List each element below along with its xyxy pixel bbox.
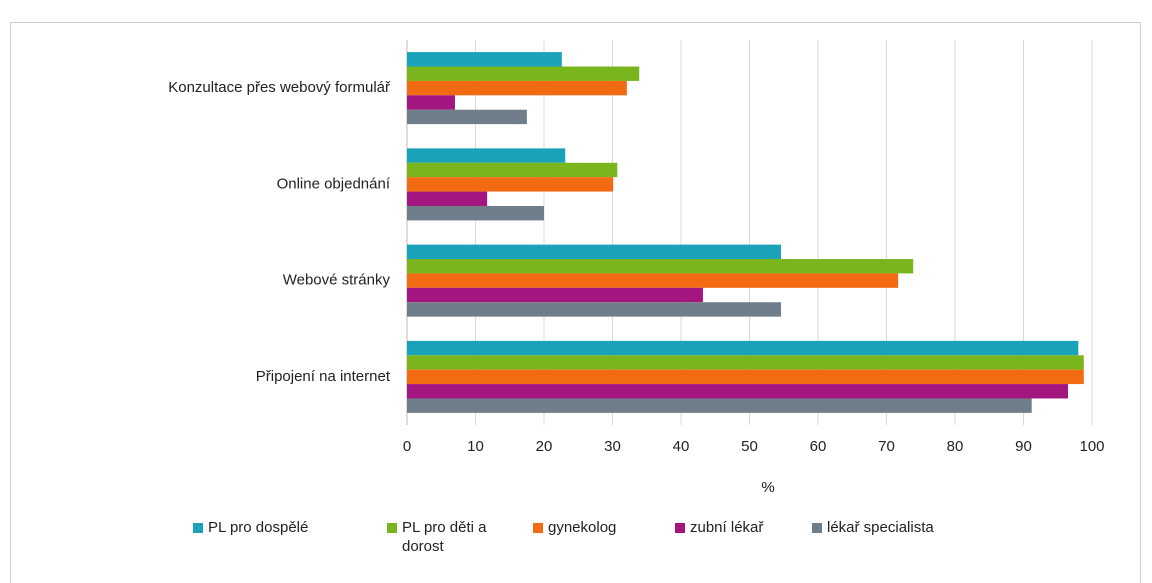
legend-item: lékař specialista bbox=[812, 518, 1012, 537]
legend-label: gynekolog bbox=[548, 519, 617, 536]
x-tick-label: 100 bbox=[1079, 438, 1104, 455]
bar bbox=[407, 109, 527, 125]
x-tick-label: 70 bbox=[878, 438, 895, 455]
bar bbox=[407, 148, 566, 163]
bar bbox=[407, 177, 614, 192]
legend-swatch bbox=[193, 523, 203, 533]
legend-item: gynekolog bbox=[533, 518, 663, 537]
bar bbox=[407, 66, 640, 81]
legend-label: PL pro děti a dorost bbox=[402, 519, 487, 555]
bar bbox=[407, 384, 1069, 399]
legend-item: PL pro dospělé bbox=[193, 518, 363, 537]
bar bbox=[407, 205, 544, 221]
bar bbox=[407, 369, 1084, 385]
x-tick-label: 60 bbox=[810, 438, 827, 455]
x-tick-label: 80 bbox=[947, 438, 964, 455]
bar bbox=[407, 52, 562, 67]
y-tick-label: Online objednání bbox=[277, 175, 391, 192]
x-tick-label: 50 bbox=[741, 438, 758, 455]
bar bbox=[407, 259, 914, 274]
bar bbox=[407, 302, 782, 317]
bar bbox=[407, 398, 1032, 413]
bar bbox=[407, 80, 627, 96]
y-tick-label: Konzultace přes webový formulář bbox=[168, 79, 391, 96]
legend-label: lékař specialista bbox=[827, 519, 934, 536]
bar bbox=[407, 340, 1079, 356]
x-axis-label: % bbox=[761, 479, 774, 496]
bar bbox=[407, 273, 899, 288]
x-tick-label: 90 bbox=[1015, 438, 1032, 455]
bar bbox=[407, 191, 488, 206]
legend: PL pro dospělé PL pro děti a dorost gyneko… bbox=[0, 518, 1152, 578]
bar bbox=[407, 162, 618, 178]
x-tick-label: 30 bbox=[604, 438, 621, 455]
chart-border bbox=[10, 22, 1141, 583]
legend-label: zubní lékař bbox=[690, 519, 764, 536]
legend-label: PL pro dospělé bbox=[208, 519, 309, 536]
bar bbox=[407, 244, 782, 260]
legend-item: PL pro děti a dorost bbox=[387, 518, 497, 556]
legend-swatch bbox=[533, 523, 543, 533]
legend-swatch bbox=[812, 523, 822, 533]
bar bbox=[407, 95, 455, 110]
legend-item: zubní lékař bbox=[675, 518, 805, 537]
bar bbox=[407, 355, 1084, 370]
y-tick-label: Připojení na internet bbox=[256, 368, 391, 385]
x-tick-label: 0 bbox=[403, 438, 411, 455]
x-tick-label: 40 bbox=[673, 438, 690, 455]
legend-swatch bbox=[675, 523, 685, 533]
y-tick-label: Webové stránky bbox=[283, 272, 391, 289]
legend-swatch bbox=[387, 523, 397, 533]
x-tick-label: 20 bbox=[536, 438, 553, 455]
x-tick-label: 10 bbox=[467, 438, 484, 455]
bar bbox=[407, 287, 703, 303]
